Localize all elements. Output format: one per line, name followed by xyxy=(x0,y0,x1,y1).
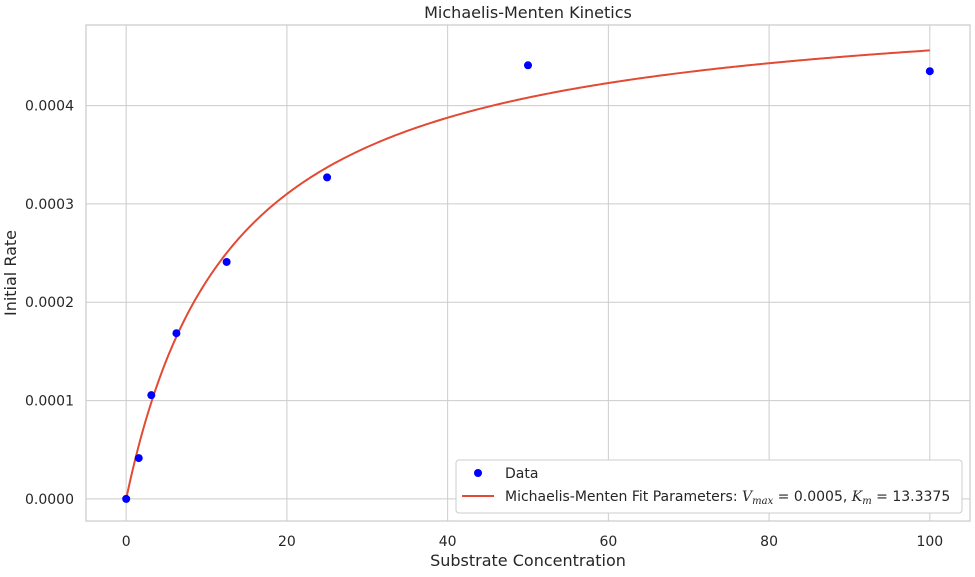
x-tick-label-2: 40 xyxy=(439,534,457,550)
data-point-6 xyxy=(524,61,532,70)
data-point-4 xyxy=(222,257,231,266)
x-axis-label: Substrate Concentration xyxy=(430,551,626,570)
y-axis-label: Initial Rate xyxy=(1,230,20,316)
y-tick-label-4: 0.0004 xyxy=(25,99,74,115)
data-points-group xyxy=(122,61,934,503)
data-point-3 xyxy=(172,329,181,338)
legend-fit-prefix: Michaelis-Menten Fit Parameters: xyxy=(505,489,742,505)
legend-fit-km-symbol: K xyxy=(851,489,864,505)
data-point-0 xyxy=(122,494,131,503)
y-tick-label-3: 0.0003 xyxy=(25,197,74,213)
y-tick-label-2: 0.0002 xyxy=(25,295,74,311)
legend-marker-data xyxy=(474,469,482,477)
plot-area xyxy=(86,25,970,521)
x-tick-label-1: 20 xyxy=(278,534,296,550)
legend: Data Michaelis-Menten Fit Parameters: Vm… xyxy=(455,459,963,514)
legend-label-data: Data xyxy=(505,466,538,482)
axes-border xyxy=(85,24,971,522)
x-tick-label-5: 100 xyxy=(916,534,943,550)
legend-box xyxy=(455,459,963,514)
legend-fit-vmax-sub: max xyxy=(752,496,773,507)
legend-fit-vmax-value: = 0.0005, xyxy=(773,489,852,505)
x-tick-label-3: 60 xyxy=(599,534,617,550)
x-tick-label-0: 0 xyxy=(122,534,131,550)
data-point-1 xyxy=(134,454,143,463)
legend-fit-km-sub: m xyxy=(862,496,871,507)
x-tick-labels: 0 20 40 60 80 100 xyxy=(122,534,943,550)
x-tick-label-4: 80 xyxy=(760,534,778,550)
legend-fit-vmax-symbol: V xyxy=(742,489,754,505)
grid-lines xyxy=(86,25,970,521)
data-point-2 xyxy=(147,391,156,400)
y-tick-label-0: 0.0000 xyxy=(25,492,74,508)
data-point-5 xyxy=(323,173,332,182)
legend-fit-km-value: = 13.3375 xyxy=(872,489,951,505)
data-point-7 xyxy=(925,67,934,76)
chart-title: Michaelis-Menten Kinetics xyxy=(424,3,632,22)
fit-curve-line xyxy=(125,49,930,500)
y-tick-label-1: 0.0001 xyxy=(25,394,74,410)
legend-label-fit: Michaelis-Menten Fit Parameters: Vmax = … xyxy=(505,489,950,507)
axes-frame xyxy=(85,24,971,522)
fit-curve-group xyxy=(125,49,930,500)
y-tick-labels: 0.0000 0.0001 0.0002 0.0003 0.0004 xyxy=(25,99,74,508)
